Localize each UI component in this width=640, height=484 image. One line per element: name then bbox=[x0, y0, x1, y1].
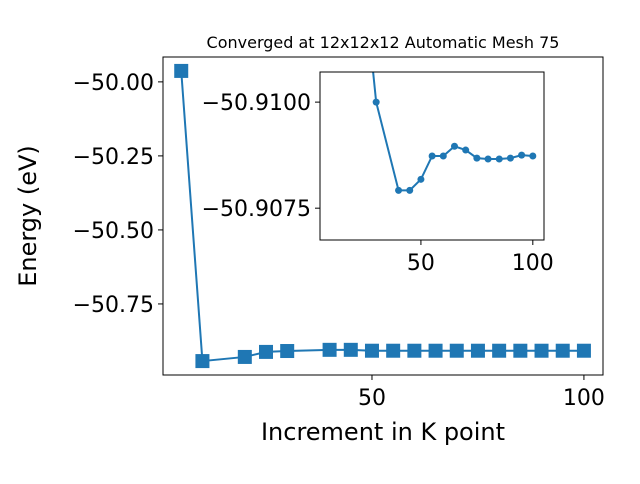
data-marker bbox=[449, 343, 464, 358]
data-marker bbox=[280, 344, 295, 359]
data-marker bbox=[576, 343, 591, 358]
data-marker bbox=[439, 152, 447, 160]
data-marker bbox=[372, 98, 380, 106]
data-marker bbox=[322, 342, 337, 357]
x-tick-label: 50 bbox=[407, 251, 435, 276]
data-marker bbox=[174, 63, 189, 78]
data-marker bbox=[470, 343, 485, 358]
data-marker bbox=[406, 186, 414, 194]
chart-title: Converged at 12x12x12 Automatic Mesh 75 bbox=[207, 33, 560, 52]
data-marker bbox=[364, 343, 379, 358]
data-marker bbox=[407, 343, 422, 358]
axes-frame bbox=[162, 56, 604, 376]
y-tick-label: −50.75 bbox=[73, 293, 154, 318]
data-marker bbox=[259, 344, 274, 359]
data-marker bbox=[555, 343, 570, 358]
data-marker bbox=[518, 151, 526, 159]
data-marker bbox=[428, 343, 443, 358]
data-marker bbox=[386, 343, 401, 358]
x-tick-label: 50 bbox=[358, 386, 386, 411]
y-axis-label: Energy (eV) bbox=[14, 145, 42, 287]
plot-content bbox=[372, 72, 537, 194]
y-tick-label: −50.9100 bbox=[202, 91, 311, 116]
data-marker bbox=[450, 142, 458, 150]
data-marker bbox=[495, 155, 503, 163]
data-marker bbox=[506, 154, 514, 162]
data-marker bbox=[529, 152, 537, 160]
y-tick-label: −50.00 bbox=[73, 71, 154, 96]
data-marker bbox=[417, 175, 425, 183]
x-tick-label: 100 bbox=[512, 251, 554, 276]
data-marker bbox=[473, 154, 481, 162]
y-tick-label: −50.25 bbox=[73, 145, 154, 170]
data-marker bbox=[237, 349, 252, 364]
data-marker bbox=[428, 152, 436, 160]
data-marker bbox=[513, 343, 528, 358]
data-marker bbox=[343, 342, 358, 357]
plot-content bbox=[174, 63, 591, 369]
data-marker bbox=[534, 343, 549, 358]
data-marker bbox=[195, 354, 210, 369]
y-tick-label: −50.9075 bbox=[202, 197, 311, 222]
x-axis-label: Increment in K point bbox=[261, 418, 505, 446]
data-marker bbox=[462, 146, 470, 154]
data-marker bbox=[492, 343, 507, 358]
data-marker bbox=[484, 155, 492, 163]
x-tick-label: 100 bbox=[563, 386, 605, 411]
y-tick-label: −50.50 bbox=[73, 219, 154, 244]
axes-frame bbox=[319, 71, 545, 241]
data-marker bbox=[395, 186, 403, 194]
